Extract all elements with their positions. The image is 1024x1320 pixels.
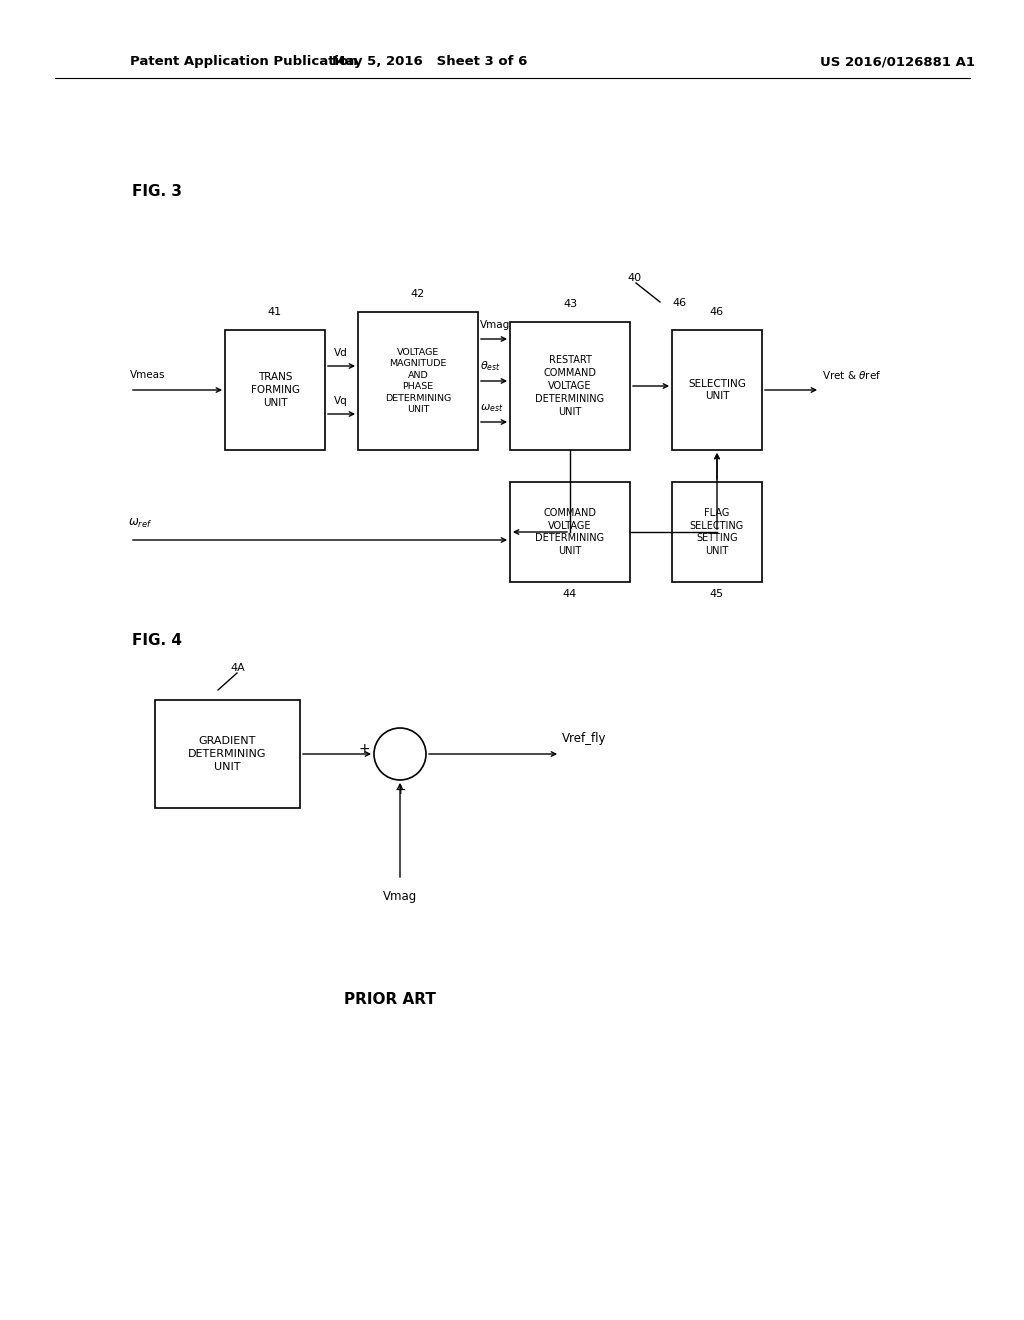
Bar — [672, 330, 762, 450]
Text: Vd: Vd — [334, 348, 348, 358]
Text: $\omega_{ref}$: $\omega_{ref}$ — [128, 517, 153, 531]
Text: Patent Application Publication: Patent Application Publication — [130, 55, 357, 69]
Bar — [225, 330, 325, 450]
Bar — [672, 482, 762, 582]
Text: Vq: Vq — [334, 396, 348, 407]
Text: PRIOR ART: PRIOR ART — [344, 993, 436, 1007]
Text: 41: 41 — [268, 308, 282, 317]
Text: 44: 44 — [563, 589, 578, 599]
Text: 40: 40 — [627, 273, 641, 282]
Text: 43: 43 — [563, 300, 578, 309]
Text: Vret & $\theta$ref: Vret & $\theta$ref — [822, 370, 882, 381]
Text: 4A: 4A — [230, 663, 245, 673]
Text: SELECTING
UNIT: SELECTING UNIT — [688, 379, 745, 401]
Text: $\theta_{est}$: $\theta_{est}$ — [480, 359, 501, 374]
Bar — [510, 482, 630, 582]
Text: COMMAND
VOLTAGE
DETERMINING
UNIT: COMMAND VOLTAGE DETERMINING UNIT — [536, 508, 604, 556]
Text: 45: 45 — [710, 589, 724, 599]
Text: VOLTAGE
MAGNITUDE
AND
PHASE
DETERMINING
UNIT: VOLTAGE MAGNITUDE AND PHASE DETERMINING … — [385, 348, 452, 414]
Text: FLAG
SELECTING
SETTING
UNIT: FLAG SELECTING SETTING UNIT — [690, 508, 744, 556]
Text: $\omega_{est}$: $\omega_{est}$ — [480, 403, 504, 414]
Text: 46: 46 — [672, 298, 686, 308]
Text: Vmag: Vmag — [480, 319, 510, 330]
Text: RESTART
COMMAND
VOLTAGE
DETERMINING
UNIT: RESTART COMMAND VOLTAGE DETERMINING UNIT — [536, 355, 604, 417]
Text: Vmeas: Vmeas — [130, 370, 166, 380]
Bar — [510, 322, 630, 450]
Text: 42: 42 — [411, 289, 425, 300]
Text: Vmag: Vmag — [383, 890, 417, 903]
Bar — [155, 700, 300, 808]
Text: TRANS
FORMING
UNIT: TRANS FORMING UNIT — [251, 372, 299, 408]
Text: FIG. 4: FIG. 4 — [132, 632, 182, 648]
Bar — [358, 312, 478, 450]
Text: Vref_fly: Vref_fly — [562, 733, 606, 744]
Text: 46: 46 — [710, 308, 724, 317]
Text: US 2016/0126881 A1: US 2016/0126881 A1 — [820, 55, 975, 69]
Text: GRADIENT
DETERMINING
UNIT: GRADIENT DETERMINING UNIT — [188, 737, 266, 772]
Text: +: + — [358, 742, 370, 756]
Text: May 5, 2016   Sheet 3 of 6: May 5, 2016 Sheet 3 of 6 — [333, 55, 527, 69]
Text: FIG. 3: FIG. 3 — [132, 185, 182, 199]
Text: +: + — [394, 783, 406, 797]
